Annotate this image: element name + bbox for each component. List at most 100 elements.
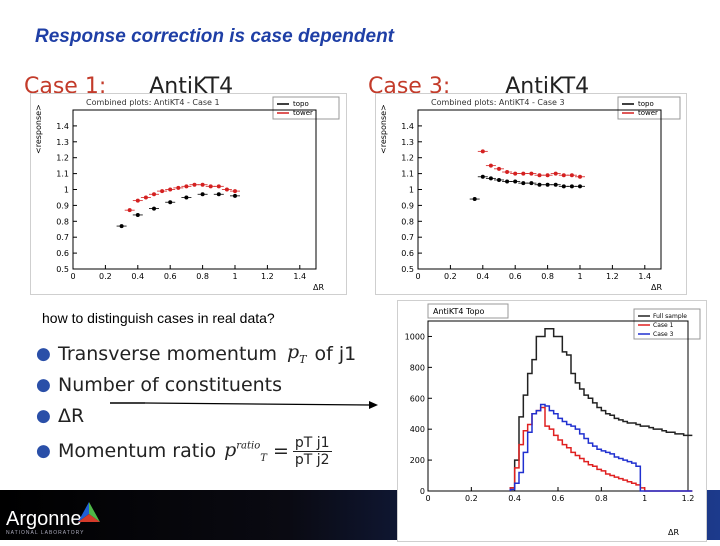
case3-ytick-label: 1.4	[401, 122, 414, 131]
bullet-1-var: pT	[286, 341, 307, 366]
case1-point-tower	[176, 185, 181, 190]
case1-point-topo	[135, 212, 140, 217]
case1-point-tower	[200, 182, 205, 187]
case3-plot-svg: Combined plots: AntiKT4 - Case 3 topo to…	[379, 96, 681, 292]
case3-point-topo	[578, 184, 582, 189]
case3-point-tower	[545, 173, 550, 178]
case3-xtick-label: 1.2	[606, 272, 619, 281]
arrow-connector	[110, 401, 378, 409]
case1-xtick-label: 1	[232, 272, 237, 281]
case3-ytick-label: 0.5	[401, 265, 414, 274]
hist-frame	[427, 320, 689, 492]
bullet-4-text: Momentum ratio	[58, 440, 217, 462]
case3-point-topo	[497, 177, 501, 182]
bullet-dot-icon: ●	[36, 441, 51, 461]
case1-legend-topo: topo	[293, 100, 309, 108]
case3-ytick-label: 0.6	[401, 249, 414, 258]
hist-ytick-label: 1000	[405, 332, 425, 341]
case1-xtick-label: 0.6	[164, 272, 177, 281]
bullet-1-tail: of j1	[314, 342, 357, 365]
case3-frame	[417, 109, 662, 270]
case1-xtick-label: 0.4	[131, 272, 144, 281]
case3-ytick-label: 1.1	[401, 170, 414, 179]
case3-xtick-label: 0.6	[509, 272, 522, 281]
bullet-4-denominator: pT j2	[294, 451, 330, 468]
bullet-4-var: pratioT	[224, 438, 267, 464]
hist-xlabel: ΔR	[668, 528, 679, 537]
hist-title-box	[427, 303, 509, 319]
case3-xtick-label: 1	[577, 272, 582, 281]
bullet-dot-icon: ●	[36, 343, 51, 364]
case1-point-tower	[192, 182, 197, 187]
case1-point-tower	[233, 189, 237, 194]
bullet-item-2: ● Number of constituents	[36, 369, 356, 400]
bullet-item-1: ● Transverse momentum pT of j1	[36, 338, 356, 369]
bullet-1-text: Transverse momentum	[58, 342, 277, 365]
case3-point-tower	[529, 171, 534, 176]
case1-point-tower	[184, 184, 189, 189]
case3-point-tower	[553, 171, 558, 176]
case1-point-topo	[168, 200, 173, 205]
case3-point-tower	[513, 171, 518, 176]
case1-point-topo	[152, 206, 156, 211]
bullet-item-3: ● ΔR	[36, 400, 356, 431]
case1-point-tower	[127, 208, 132, 213]
hist-series-full	[509, 327, 693, 491]
case3-point-topo	[561, 184, 566, 189]
case1-ytick-label: 1.1	[56, 170, 69, 179]
case1-ylabel: <response>	[34, 104, 43, 154]
case1-point-tower	[216, 184, 221, 189]
case3-point-topo	[521, 181, 526, 186]
case3-xtick-label: 0.4	[476, 272, 489, 281]
case3-legend-tower: tower	[638, 109, 658, 117]
hist-ytick-label: 200	[410, 456, 425, 465]
case1-ytick-label: 0.8	[56, 217, 69, 226]
case1-point-tower	[143, 195, 148, 200]
case3-point-tower	[480, 149, 485, 154]
case3-point-tower	[561, 173, 566, 178]
case1-xtick-label: 0.2	[99, 272, 112, 281]
case3-point-tower	[537, 173, 542, 178]
case1-point-tower	[224, 187, 229, 192]
case1-xtick-label: 0	[70, 272, 75, 281]
case3-point-topo	[537, 182, 542, 187]
case3-xtick-label: 0.2	[444, 272, 457, 281]
arrow-segment-2	[144, 402, 371, 406]
case1-point-topo	[233, 193, 237, 198]
case3-legend-topo: topo	[638, 100, 654, 108]
bullet-dot-icon: ●	[36, 374, 51, 395]
case3-point-topo	[472, 197, 477, 202]
case1-point-tower	[160, 189, 165, 194]
case3-point-tower	[488, 163, 493, 168]
arrow-head-icon	[369, 401, 378, 409]
case3-point-topo	[529, 181, 534, 186]
slide-title: Response correction is case dependent	[35, 26, 395, 47]
bullet-4-eq: =	[272, 440, 289, 462]
case3-ytick-label: 0.8	[401, 217, 414, 226]
bullet-item-4: ● Momentum ratio pratioT = pT j1 pT j2	[36, 431, 356, 471]
case1-xtick-label: 0.8	[196, 272, 209, 281]
case1-point-topo	[200, 192, 205, 197]
case3-plot-title: Combined plots: AntiKT4 - Case 3	[431, 98, 565, 107]
case1-frame	[72, 109, 317, 270]
case1-ytick-label: 1.3	[56, 138, 69, 147]
case1-point-tower	[168, 187, 173, 192]
hist-plot: AntiKT4 Topo Full sample Case 1 Case 3 Δ…	[397, 300, 707, 542]
case1-ytick-label: 0.9	[56, 201, 69, 210]
case1-ytick-label: 0.5	[56, 265, 69, 274]
bullet-list: ● Transverse momentum pT of j1 ● Number …	[36, 338, 356, 471]
case3-xtick-label: 0.8	[541, 272, 554, 281]
case3-xtick-label: 1.4	[638, 272, 651, 281]
hist-series-case3	[509, 403, 693, 492]
case1-ytick-label: 0.6	[56, 249, 69, 258]
case3-ytick-label: 1.3	[401, 138, 414, 147]
hist-ytick-label: 400	[410, 425, 425, 434]
case1-point-tower	[152, 192, 156, 197]
hist-title: AntiKT4 Topo	[433, 307, 485, 316]
case1-legend-box	[272, 96, 340, 120]
case3-ylabel: <response>	[379, 104, 388, 154]
case1-plot-title: Combined plots: AntiKT4 - Case 1	[86, 98, 220, 107]
hist-legend-full: Full sample	[653, 313, 687, 320]
case1-point-topo	[119, 224, 124, 229]
case3-point-tower	[505, 170, 510, 175]
